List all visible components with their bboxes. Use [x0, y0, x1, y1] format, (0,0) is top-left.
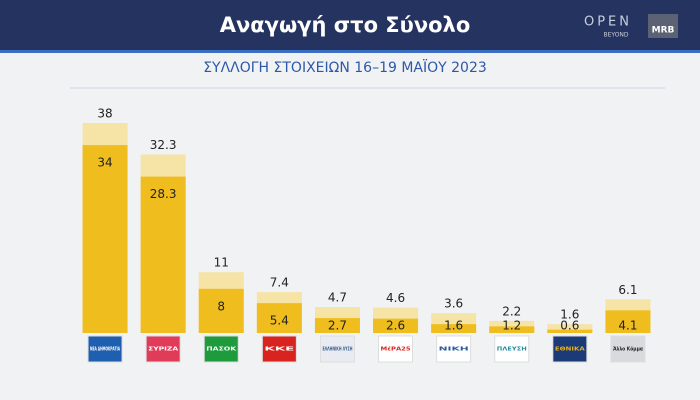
value-label: 3.6	[444, 297, 463, 311]
x-tick-label: ΜέΡΑ25	[381, 346, 411, 353]
value-label: 32.3	[150, 138, 177, 152]
brand: OPEN	[584, 15, 632, 30]
value-label: 7.4	[270, 276, 289, 290]
bar	[431, 324, 477, 333]
value-label: 4.1	[618, 319, 637, 333]
bar	[198, 288, 244, 333]
value-label: 1.6	[444, 319, 463, 333]
bar	[140, 176, 186, 333]
value-label: 2.2	[502, 304, 521, 318]
bar	[256, 303, 302, 333]
source-box	[648, 14, 678, 38]
value-label: 6.1	[618, 283, 637, 297]
party-logo	[203, 335, 239, 363]
value-label: 8	[217, 299, 225, 313]
party-logo	[494, 335, 530, 363]
value-label: 38	[97, 107, 112, 121]
value-label: 28.3	[150, 187, 177, 201]
value-label: 34	[97, 156, 112, 170]
party-logo	[552, 335, 588, 363]
value-label: 2.7	[328, 319, 347, 333]
party-logo	[87, 335, 123, 363]
x-tick-label: ΣΥΡΙΖΑ	[148, 347, 179, 353]
chart-subtitle: ΣΥΛΛΟΓΗ ΣΤΟΙΧΕΙΩΝ 16–19 ΜΑΪΟΥ 2023	[203, 58, 487, 76]
party-logo	[319, 335, 355, 363]
party-logo	[436, 335, 472, 363]
bar	[314, 318, 360, 333]
party-logo	[145, 335, 181, 363]
party-logo	[261, 335, 297, 363]
brand-sub: BEYOND	[603, 32, 628, 39]
chart-title: Αναγωγή στο Σύνολο	[220, 13, 471, 37]
party-logo	[610, 335, 646, 363]
header-band	[0, 0, 700, 50]
bar	[605, 310, 651, 333]
x-tick-label: ΠΛΕΥΣΗ	[497, 347, 527, 353]
party-logo	[378, 335, 414, 363]
source: MRB	[652, 26, 675, 36]
value-label: 1.6	[560, 308, 579, 322]
bar	[82, 145, 128, 333]
x-tick-label: ΚΚΕ	[264, 347, 295, 353]
x-tick-label: ΕΛΛΗΝΙΚΗ ΛΥΣΗ	[322, 347, 352, 353]
header-rule	[0, 50, 700, 53]
x-tick-label: ΠΑΣΟΚ	[206, 347, 237, 353]
value-label: 2.6	[386, 319, 405, 333]
bar	[547, 324, 593, 333]
value-label: 4.6	[386, 291, 405, 305]
value-label: 11	[214, 256, 229, 270]
bar	[547, 329, 593, 333]
value-label: 5.4	[270, 314, 289, 328]
x-tick-label: ΕΘΝΙΚΑ	[555, 347, 586, 353]
x-tick-label: Άλλο Κόμμα	[613, 346, 643, 353]
bar	[489, 326, 535, 333]
bar	[373, 318, 419, 333]
x-tick-label: ΝΕΑ ΔΗΜΟΚΡΑΤΙΑ	[90, 347, 120, 353]
x-tick-label: ΝΙΚΗ	[439, 347, 470, 353]
value-label: 4.7	[328, 291, 347, 305]
value-label: 1.2	[502, 319, 521, 333]
value-label: 0.6	[560, 319, 579, 333]
